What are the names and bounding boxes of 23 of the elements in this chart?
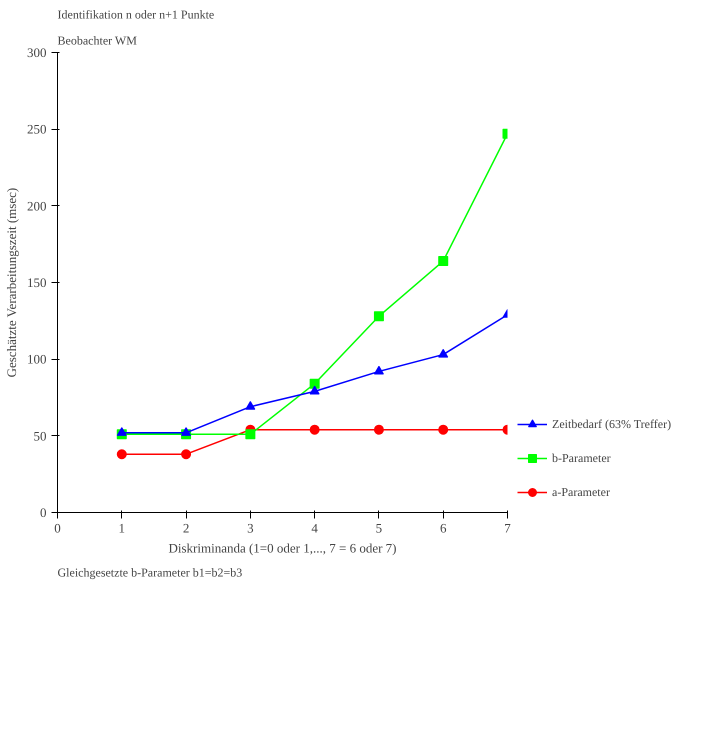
chart-subtitle: Beobachter WM [58,34,138,48]
text: Gleichgesetzte b-Parameter b1=b2=b3 [58,566,242,580]
y-tick-label: 50 [34,428,46,444]
y-tick-label: 100 [27,352,46,367]
x-tick-label: 4 [311,520,318,536]
chart-title: Identifikation n oder n+1 Punkte [58,8,214,22]
y-axis-title: Geschätzte Verarbeitungszeit (msec) [4,188,19,378]
x-axis-title: Diskriminanda (1=0 oder 1,..., 7 = 6 oder 7) [168,540,397,556]
x-tick-label: 6 [440,520,447,536]
x-tick-label: 3 [247,520,254,536]
y-tick-label: 0 [40,505,46,520]
x-tick-label: 2 [182,520,190,536]
legend-label: b-Parameter [552,450,611,466]
x-tick-label: 1 [118,520,126,536]
y-tick-label: 150 [27,275,46,290]
legend-label: Zeitbedarf (63% Treffer) [552,416,672,432]
x-tick-label: 0 [54,520,61,536]
x-tick-label: 5 [376,520,382,536]
y-tick-label: 300 [27,45,46,60]
x-tick-label: 7 [504,520,512,536]
y-tick-label: 200 [27,198,46,214]
y-tick-label: 250 [27,122,46,137]
legend-label: a-Parameter [552,484,610,500]
